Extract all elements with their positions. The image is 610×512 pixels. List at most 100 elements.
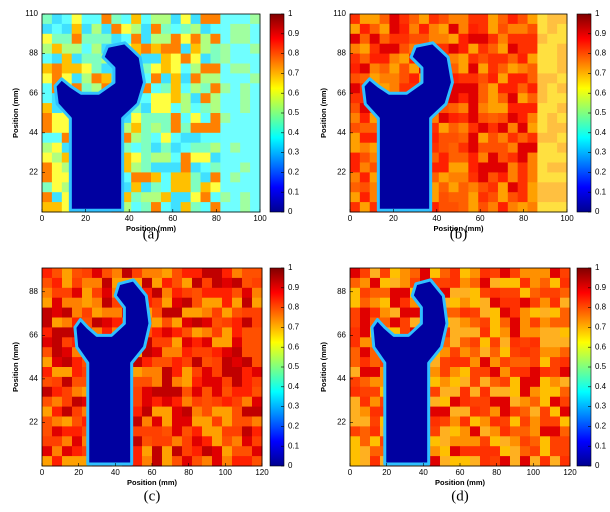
image-cell [180, 152, 192, 163]
image-cell [507, 152, 519, 163]
image-cell [131, 43, 142, 55]
image-cell [557, 73, 568, 84]
image-cell [212, 347, 223, 358]
image-cell [530, 386, 541, 398]
image-cell [450, 357, 461, 368]
image-cell [497, 162, 509, 173]
image-cell [438, 113, 450, 124]
image-cell [222, 277, 233, 289]
image-cell [530, 416, 541, 427]
image-cell [480, 307, 491, 318]
image-cell [72, 297, 83, 309]
image-cell [210, 142, 221, 154]
x-tick-label: 100 [527, 468, 541, 477]
image-cell [42, 277, 53, 289]
image-cell [182, 337, 193, 348]
image-cell [517, 152, 529, 163]
image-cell [517, 73, 529, 84]
image-cell [180, 43, 192, 55]
image-cell [142, 287, 153, 299]
image-cell [141, 23, 152, 35]
image-cell [478, 73, 489, 84]
image-cell [488, 122, 499, 134]
colorbar-tick-label: 0.4 [595, 382, 607, 391]
image-cell [222, 456, 233, 467]
image-cell [152, 287, 163, 299]
image-cell [517, 132, 529, 144]
image-cell [152, 386, 163, 398]
image-cell [210, 63, 221, 74]
image-cell [212, 277, 223, 289]
image-cell [172, 357, 183, 368]
image-cell [478, 103, 489, 114]
image-cell [190, 122, 202, 134]
image-cell [470, 277, 481, 289]
image-cell [250, 162, 261, 173]
image-cell [202, 347, 213, 358]
image-cell [121, 202, 132, 213]
image-cell [232, 277, 243, 289]
image-cell [537, 33, 548, 45]
image-cell [360, 268, 371, 279]
image-cell [141, 14, 152, 25]
image-cell [250, 43, 261, 55]
image-cell [160, 73, 172, 84]
colorbar-tick-label: 1 [595, 9, 600, 18]
image-cell [468, 132, 479, 144]
image-cell [428, 142, 440, 154]
image-cell [458, 152, 469, 163]
image-cell [152, 307, 163, 318]
image-cell [250, 192, 261, 203]
image-cell [71, 83, 83, 94]
image-cell [172, 277, 183, 289]
colorbar-tick-label: 0.1 [595, 441, 607, 450]
image-cell [540, 406, 551, 417]
image-cell [350, 337, 361, 348]
image-cell [369, 113, 381, 124]
image-cell [51, 73, 63, 84]
image-cell [210, 103, 221, 114]
image-cell [557, 113, 568, 124]
image-cell [202, 268, 213, 279]
image-cell [350, 53, 361, 64]
image-cell [350, 182, 361, 193]
image-cell [190, 93, 202, 104]
image-cell [52, 456, 63, 467]
image-cell [400, 317, 411, 328]
image-cell [510, 307, 521, 318]
image-cell [507, 23, 519, 35]
image-cell [202, 367, 213, 378]
image-cell [162, 456, 173, 467]
image-cell [350, 14, 361, 25]
image-cell [540, 287, 551, 299]
image-cell [252, 367, 263, 378]
image-cell [62, 317, 73, 328]
image-cell [242, 396, 253, 408]
image-cell [160, 122, 172, 134]
image-cell [428, 33, 440, 45]
image-cell [172, 337, 183, 348]
image-cell [200, 172, 211, 183]
image-cell [360, 376, 371, 388]
image-cell [210, 162, 221, 173]
image-cell [550, 376, 561, 388]
image-cell [520, 367, 531, 378]
image-cell [61, 192, 73, 203]
x-tick-label: 100 [560, 214, 574, 223]
image-cell [250, 103, 261, 114]
image-cell [460, 416, 471, 427]
image-cell [370, 416, 381, 427]
image-cell [480, 337, 491, 348]
image-cell [488, 83, 499, 94]
image-cell [438, 192, 450, 203]
x-tick-label: 80 [184, 468, 193, 477]
image-cell [210, 202, 221, 213]
image-cell [242, 376, 253, 388]
image-cell [180, 63, 192, 74]
image-cell [560, 416, 571, 427]
image-cell [450, 446, 461, 457]
colorbar-tick-label: 0 [288, 207, 293, 216]
image-cell [430, 386, 441, 398]
image-cell [252, 416, 263, 427]
